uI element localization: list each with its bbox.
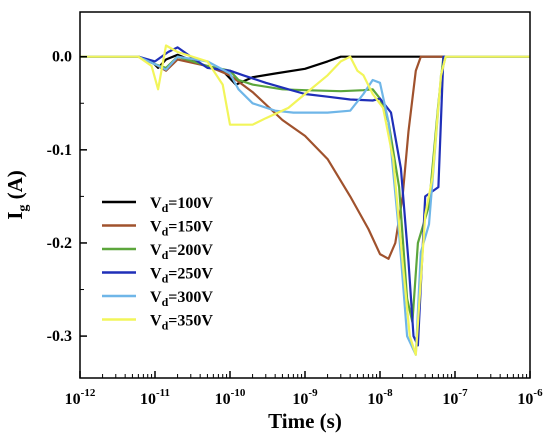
y-axis-title: Ig (A) bbox=[3, 170, 31, 220]
legend-label-rest: =150V bbox=[168, 219, 213, 236]
x-tick-label: 10-9 bbox=[292, 387, 318, 408]
series-line-2 bbox=[80, 55, 530, 260]
y-axis-title-sub: g bbox=[16, 205, 31, 212]
x-tick-label-exp: -11 bbox=[156, 387, 170, 399]
x-tick-label: 10-7 bbox=[442, 387, 468, 408]
x-tick-label-exp: -6 bbox=[533, 387, 543, 399]
legend-label-sub: d bbox=[162, 319, 169, 333]
x-axis-ticks: 10-12 10-11 10-10 10-9 10-8 10-7 10-6 bbox=[65, 371, 543, 408]
y-tick-label: -0.1 bbox=[47, 142, 72, 159]
series-line-3 bbox=[80, 55, 530, 324]
x-tick-label-base: 10 bbox=[292, 391, 308, 408]
x-tick-label-exp: -12 bbox=[81, 387, 96, 399]
x-tick-label-base: 10 bbox=[367, 391, 383, 408]
legend-label-base: V bbox=[150, 289, 162, 306]
legend-label-sub: d bbox=[162, 201, 169, 215]
legend-label-5: Vd=300V bbox=[150, 289, 213, 309]
y-axis-title-unit: (A) bbox=[3, 170, 27, 204]
x-axis-title: Time (s) bbox=[268, 409, 342, 433]
x-tick-label: 10-6 bbox=[517, 387, 543, 408]
x-tick-label-exp: -7 bbox=[458, 387, 468, 399]
x-tick-label-base: 10 bbox=[442, 391, 458, 408]
legend-label-sub: d bbox=[162, 248, 169, 262]
legend-label-base: V bbox=[150, 219, 162, 236]
y-tick-label: -0.3 bbox=[47, 328, 72, 345]
x-tick-label-base: 10 bbox=[517, 391, 533, 408]
plot-frame bbox=[79, 11, 531, 379]
x-tick-label: 10-12 bbox=[65, 387, 96, 408]
series-layer bbox=[80, 44, 530, 356]
x-tick-label: 10-11 bbox=[140, 387, 170, 408]
x-tick-label-exp: -9 bbox=[308, 387, 318, 399]
x-tick-label-base: 10 bbox=[215, 391, 231, 408]
legend-label-sub: d bbox=[162, 225, 169, 239]
y-axis-ticks: 0.0 -0.1 -0.2 -0.3 bbox=[47, 49, 87, 345]
legend-label-base: V bbox=[150, 242, 162, 259]
legend-label-rest: =300V bbox=[168, 289, 213, 306]
legend-label-3: Vd=200V bbox=[150, 242, 213, 262]
legend-label-2: Vd=150V bbox=[150, 219, 213, 239]
series-line-6 bbox=[80, 44, 530, 356]
legend-label-rest: =250V bbox=[168, 266, 213, 283]
legend-label-6: Vd=350V bbox=[150, 313, 213, 333]
legend-label-rest: =200V bbox=[168, 242, 213, 259]
x-tick-label-base: 10 bbox=[140, 391, 156, 408]
y-tick-label: -0.2 bbox=[47, 235, 72, 252]
x-tick-label: 10-10 bbox=[215, 387, 246, 408]
legend-label-base: V bbox=[150, 195, 162, 212]
series-line-5 bbox=[80, 55, 530, 356]
x-tick-label-exp: -8 bbox=[383, 387, 393, 399]
legend-label-4: Vd=250V bbox=[150, 266, 213, 286]
legend-label-rest: =100V bbox=[168, 195, 213, 212]
legend-label-base: V bbox=[150, 266, 162, 283]
legend-label-rest: =350V bbox=[168, 313, 213, 330]
x-tick-label-base: 10 bbox=[65, 391, 81, 408]
x-tick-label-exp: -10 bbox=[231, 387, 246, 399]
legend-label-sub: d bbox=[162, 272, 169, 286]
legend: Vd=100VVd=150VVd=200VVd=250VVd=300VVd=35… bbox=[102, 195, 213, 333]
series-line-4 bbox=[80, 46, 530, 347]
legend-label-sub: d bbox=[162, 295, 169, 309]
y-axis-title-base: I bbox=[3, 212, 27, 220]
x-tick-label: 10-8 bbox=[367, 387, 393, 408]
legend-label-1: Vd=100V bbox=[150, 195, 213, 215]
legend-label-base: V bbox=[150, 313, 162, 330]
y-tick-label: 0.0 bbox=[52, 49, 72, 66]
